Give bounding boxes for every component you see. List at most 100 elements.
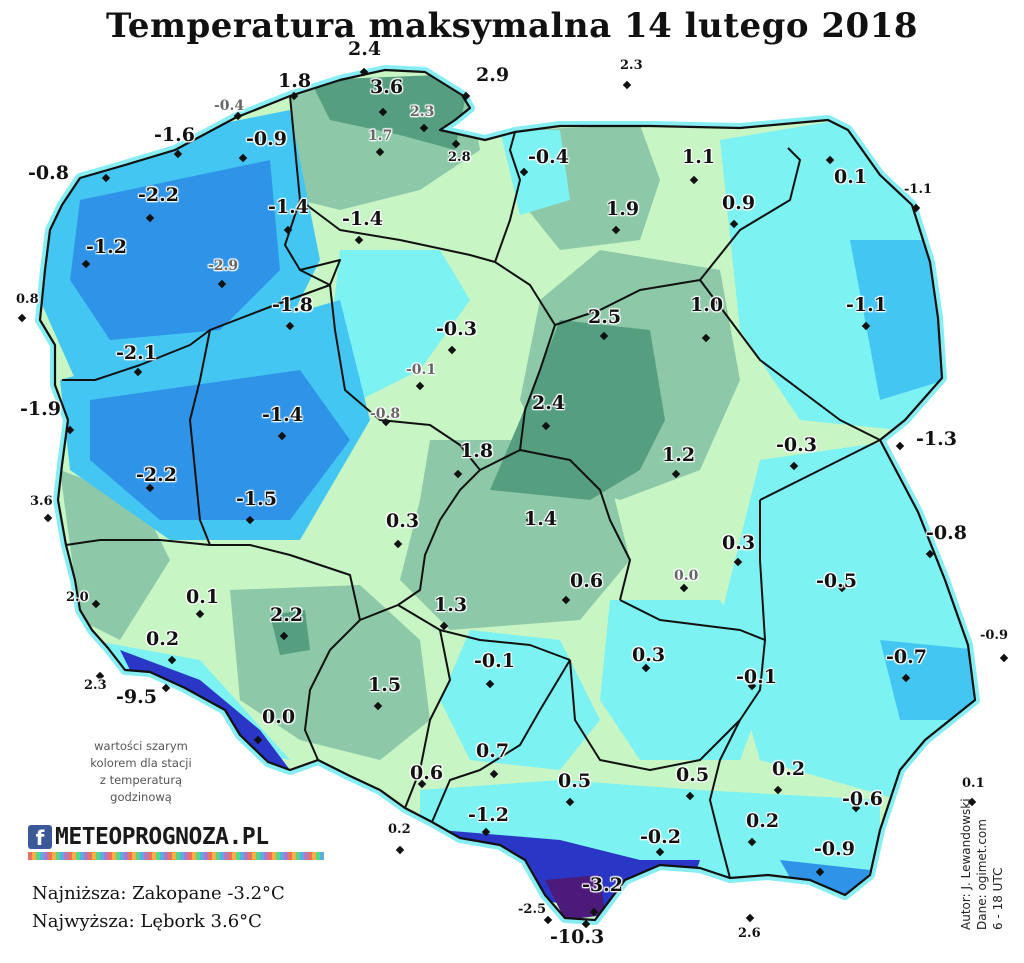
highest-temperature: Najwyższa: Lębork 3.6°C <box>32 911 262 932</box>
station-value: 2.3 <box>410 104 435 120</box>
station-value: -0.5 <box>816 570 857 592</box>
station-value: -0.2 <box>640 826 681 848</box>
station-value: 2.8 <box>448 150 471 165</box>
station-value: 0.7 <box>476 740 510 762</box>
station-value: 0.1 <box>962 776 985 791</box>
credit-time: 6 - 18 UTC <box>991 867 1005 930</box>
station-value: 2.4 <box>532 392 566 414</box>
station-value: 0.5 <box>558 770 592 792</box>
station-value: -1.5 <box>236 488 277 510</box>
legend-note-line: kolorem dla stacji <box>90 756 192 770</box>
station-value: -0.8 <box>926 522 967 544</box>
meteoprognoza-logo[interactable]: f METEOPROGNOZA.PL <box>28 820 269 854</box>
brand-color-bar <box>28 852 324 860</box>
station-value: -1.4 <box>342 208 383 230</box>
station-value: 2.5 <box>588 306 622 328</box>
legend-note-line: godzinową <box>110 790 172 804</box>
station-value: 0.2 <box>146 628 180 650</box>
station-value: -1.1 <box>904 182 933 197</box>
station-value: 2.9 <box>476 64 510 86</box>
station-value: -0.6 <box>842 788 883 810</box>
brand-name: METEOPROGNOZA.PL <box>55 824 269 850</box>
station-value: 2.3 <box>84 678 107 693</box>
facebook-icon[interactable]: f <box>28 825 52 850</box>
station-value: -1.8 <box>272 294 313 316</box>
station-value: 1.1 <box>682 146 716 168</box>
station-value: 0.2 <box>746 810 780 832</box>
station-value: 2.4 <box>348 38 382 60</box>
station-value: 0.1 <box>834 166 868 188</box>
station-value: -1.2 <box>86 236 127 258</box>
station-value: 1.8 <box>460 440 494 462</box>
station-value: 1.3 <box>434 594 468 616</box>
station-value: 2.3 <box>620 58 643 73</box>
station-value: -1.2 <box>468 804 509 826</box>
station-value: 1.4 <box>524 508 558 530</box>
station-value: -0.3 <box>436 318 477 340</box>
station-value: 1.9 <box>606 198 640 220</box>
station-value: -0.9 <box>246 128 287 150</box>
station-value: 0.3 <box>632 644 666 666</box>
station-value: 0.8 <box>16 292 39 307</box>
station-value: -2.9 <box>208 258 239 274</box>
region-borders <box>62 95 881 879</box>
station-value: -1.1 <box>846 294 887 316</box>
station-value: -0.1 <box>736 666 777 688</box>
credits: Autor: J. Lewandowski Dane: ogimet.com 6… <box>958 798 1006 930</box>
station-value: 0.0 <box>262 706 296 728</box>
station-value: 0.1 <box>186 586 220 608</box>
station-value: 1.2 <box>662 444 696 466</box>
station-value: 3.6 <box>370 76 404 98</box>
station-value: -0.4 <box>214 98 245 114</box>
legend-note-line: z temperaturą <box>99 773 183 787</box>
station-value: 0.6 <box>410 762 444 784</box>
station-value: -0.1 <box>474 650 515 672</box>
station-value: 1.5 <box>368 674 402 696</box>
station-value: 1.7 <box>368 128 393 144</box>
station-value: -0.4 <box>528 146 569 168</box>
station-value: -9.5 <box>116 686 157 708</box>
legend-note: wartości szarym kolorem dla stacji z tem… <box>66 738 216 806</box>
station-value: -2.1 <box>116 342 157 364</box>
station-value: 0.6 <box>570 570 604 592</box>
station-value: 0.9 <box>722 192 756 214</box>
legend-note-line: wartości szarym <box>94 739 188 753</box>
station-value: 2.0 <box>66 590 89 605</box>
station-value: 0.5 <box>676 764 710 786</box>
station-value: 0.2 <box>772 758 806 780</box>
station-value: -3.2 <box>582 874 623 896</box>
station-value: 3.6 <box>30 494 53 509</box>
station-value: 1.0 <box>690 294 724 316</box>
map-title: Temperatura maksymalna 14 lutego 2018 <box>105 6 919 46</box>
credit-author: Autor: J. Lewandowski <box>959 798 973 930</box>
station-value: 0.0 <box>674 568 699 584</box>
station-value: -1.3 <box>916 428 957 450</box>
station-value: -0.8 <box>370 406 401 422</box>
station-value: 0.2 <box>388 822 411 837</box>
station-value: 0.3 <box>386 510 420 532</box>
station-value: -1.4 <box>262 404 303 426</box>
station-value: -2.2 <box>138 184 179 206</box>
lowest-temperature: Najniższa: Zakopane -3.2°C <box>32 883 285 904</box>
station-value: -0.3 <box>776 434 817 456</box>
station-value: -10.3 <box>550 926 605 948</box>
station-value: -1.4 <box>268 196 309 218</box>
station-value: -2.2 <box>136 464 177 486</box>
station-value: 2.6 <box>738 926 761 941</box>
country-border <box>38 68 977 922</box>
credit-data: Dane: ogimet.com <box>975 819 989 930</box>
station-value: -0.1 <box>406 362 437 378</box>
station-value: -1.9 <box>20 398 61 420</box>
station-value: -0.7 <box>886 646 927 668</box>
station-value: 1.8 <box>278 70 312 92</box>
station-value: -0.9 <box>814 838 855 860</box>
station-value: -0.9 <box>980 628 1009 643</box>
station-value: -0.8 <box>28 162 69 184</box>
station-value: 2.2 <box>270 604 304 626</box>
station-value: 0.3 <box>722 532 756 554</box>
station-value: -2.5 <box>518 902 547 917</box>
station-value: -1.6 <box>154 124 195 146</box>
